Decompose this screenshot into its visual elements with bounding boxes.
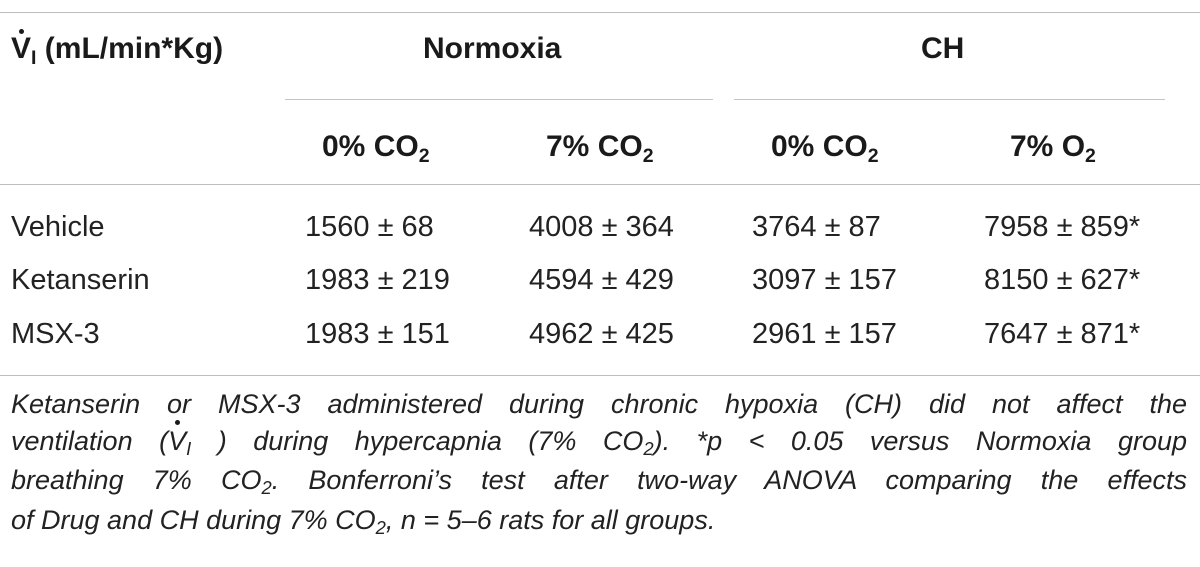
ventilation-header: VI (mL/min*Kg) <box>11 29 224 70</box>
table-cell: 3097 ± 157 <box>752 264 897 296</box>
caption-line-2: ventilation (VI ) during hypercapnia (7%… <box>11 419 1187 463</box>
table-cell: 4962 ± 425 <box>529 318 674 350</box>
table-cell: 7958 ± 859* <box>984 211 1141 243</box>
v-dot-letter: V <box>11 29 32 65</box>
table-cell: 4594 ± 429 <box>529 264 674 296</box>
ch-group-rule <box>734 99 1165 100</box>
caption-line-3: breathing 7% CO2. Bonferroni’s test afte… <box>11 465 1187 499</box>
table-cell: 7647 ± 871* <box>984 318 1141 350</box>
row-label-msx3: MSX-3 <box>11 318 100 350</box>
header-bottom-rule <box>0 184 1200 185</box>
table-cell: 4008 ± 364 <box>529 211 674 243</box>
group-header-ch: CH <box>921 32 965 65</box>
group-header-normoxia: Normoxia <box>423 32 562 65</box>
units-label: (mL/min*Kg) <box>36 32 224 65</box>
table-cell: 1560 ± 68 <box>305 211 434 243</box>
table-cell: 3764 ± 87 <box>752 211 881 243</box>
subheader-normoxia-7co2: 7% CO2 <box>546 130 654 168</box>
subheader-normoxia-0co2: 0% CO2 <box>322 130 430 168</box>
caption-line-4: of Drug and CH during 7% CO2, n = 5–6 ra… <box>11 504 716 538</box>
v-subscript: I <box>31 47 37 70</box>
normoxia-group-rule <box>285 99 713 100</box>
top-rule <box>0 12 1200 13</box>
table-cell: 1983 ± 151 <box>305 318 450 350</box>
subheader-ch-0co2: 0% CO2 <box>771 130 879 168</box>
row-label-vehicle: Vehicle <box>11 211 105 243</box>
table-cell: 1983 ± 219 <box>305 264 450 296</box>
table-bottom-rule <box>0 375 1200 376</box>
row-label-ketanserin: Ketanserin <box>11 264 150 296</box>
table-cell: 2961 ± 157 <box>752 318 897 350</box>
subheader-ch-7o2: 7% O2 <box>1010 130 1096 168</box>
table-cell: 8150 ± 627* <box>984 264 1141 296</box>
table-caption: Ketanserin or MSX-3 administered during … <box>11 386 1187 541</box>
caption-line-1: Ketanserin or MSX-3 administered during … <box>11 389 1187 419</box>
